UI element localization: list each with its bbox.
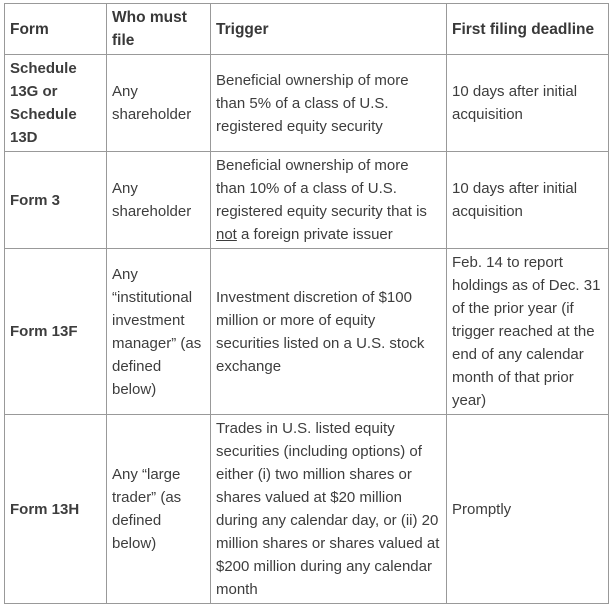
cell-trigger: Beneficial ownership of more than 5% of … [210,54,447,152]
trigger-text-before: Beneficial ownership of more than 10% of… [216,157,427,220]
cell-first-filing-deadline: Feb. 14 to report holdings as of Dec. 31… [446,248,609,415]
cell-who-must-file: Any “institutional investment manager” (… [106,248,211,415]
table-row-schedule-13g-13d: Schedule 13G or Schedule 13D Any shareho… [4,54,609,152]
col-header-form: Form [4,3,107,55]
cell-form-name: Form 13H [4,414,107,604]
cell-form-name: Form 13F [4,248,107,415]
cell-who-must-file: Any “large trader” (as defined below) [106,414,211,604]
cell-trigger: Beneficial ownership of more than 10% of… [210,151,447,249]
col-header-trigger: Trigger [210,3,447,55]
table-row-form-13h: Form 13H Any “large trader” (as defined … [4,414,609,604]
cell-first-filing-deadline: 10 days after initial acquisition [446,54,609,152]
cell-first-filing-deadline: 10 days after initial acquisition [446,151,609,249]
cell-first-filing-deadline: Promptly [446,414,609,604]
cell-who-must-file: Any shareholder [106,54,211,152]
table-row-form-3: Form 3 Any shareholder Beneficial owners… [4,151,609,249]
cell-trigger: Trades in U.S. listed equity securities … [210,414,447,604]
cell-trigger: Investment discretion of $100 million or… [210,248,447,415]
cell-form-name: Schedule 13G or Schedule 13D [4,54,107,152]
cell-who-must-file: Any shareholder [106,151,211,249]
trigger-text-underlined-not: not [216,226,237,243]
table-row-form-13f: Form 13F Any “institutional investment m… [4,248,609,415]
col-header-who-must-file: Who must file [106,3,211,55]
cell-form-name: Form 3 [4,151,107,249]
col-header-first-filing-deadline: First filing deadline [446,3,609,55]
trigger-text-after: a foreign private issuer [236,226,393,243]
filing-requirements-table: Form Who must file Trigger First filing … [4,3,609,604]
table-header-row: Form Who must file Trigger First filing … [4,3,609,55]
